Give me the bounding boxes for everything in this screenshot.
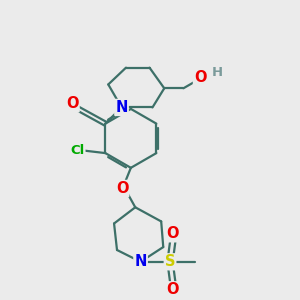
Text: O: O bbox=[66, 96, 79, 111]
Text: O: O bbox=[167, 226, 179, 241]
Text: O: O bbox=[194, 70, 206, 86]
Text: N: N bbox=[134, 254, 147, 269]
Text: N: N bbox=[116, 100, 128, 115]
Text: H: H bbox=[212, 67, 223, 80]
Text: Cl: Cl bbox=[70, 144, 85, 157]
Text: O: O bbox=[116, 181, 128, 196]
Text: O: O bbox=[167, 282, 179, 297]
Text: S: S bbox=[165, 254, 175, 269]
